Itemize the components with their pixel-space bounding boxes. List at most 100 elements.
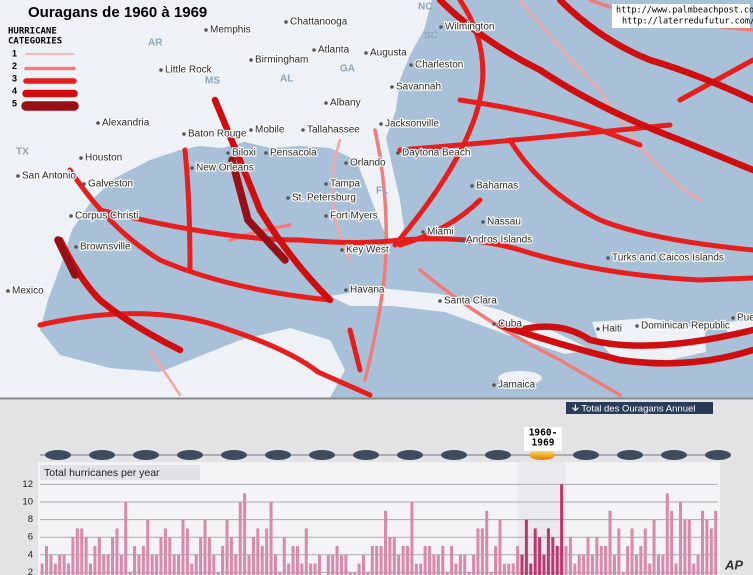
bar (683, 519, 687, 575)
place-label: Mexico (12, 286, 44, 297)
place-label: Atlanta (318, 45, 350, 56)
url-box (612, 4, 750, 28)
bar (674, 563, 678, 575)
bar (212, 554, 216, 575)
bar (494, 546, 498, 575)
place-label: Nassau (487, 217, 521, 228)
city-dot (96, 121, 100, 125)
bar (146, 519, 150, 575)
button[interactable] (566, 402, 713, 414)
y-tick-label: 8 (28, 514, 33, 525)
chart-title: Total hurricanes per year (44, 467, 160, 479)
bar (476, 528, 480, 575)
bar (203, 519, 207, 575)
decade-pill (89, 450, 115, 460)
bar (247, 554, 251, 575)
decade-pill (705, 450, 731, 460)
bar (291, 546, 295, 575)
decade-pill[interactable] (529, 450, 555, 460)
city-dot (409, 63, 413, 67)
city-dot (731, 316, 735, 320)
place-label: Puerto Rico (737, 313, 753, 324)
city-dot (438, 299, 442, 303)
bar (551, 537, 555, 575)
city-dot (249, 128, 253, 132)
city-dot (324, 182, 328, 186)
bar (317, 554, 321, 575)
bar (370, 546, 374, 575)
bar (71, 537, 75, 575)
city-dot (82, 182, 86, 186)
place-label: Turks and Caicos Islands (612, 253, 724, 264)
bar (181, 519, 185, 575)
chart (40, 462, 718, 575)
bar (502, 563, 506, 575)
bar (348, 572, 352, 575)
bar (124, 502, 128, 575)
bar (401, 546, 405, 575)
bar (49, 554, 53, 575)
bar (251, 537, 255, 575)
bar (282, 537, 286, 575)
bar (564, 546, 568, 575)
bar (634, 554, 638, 575)
button-label[interactable]: 🡳 Total des Ouragans Annuel (572, 403, 695, 414)
bar (630, 528, 634, 575)
decade-pill (177, 450, 203, 460)
place-label: Daytona Beach (402, 148, 470, 159)
bar (199, 537, 203, 575)
bar (93, 546, 97, 575)
button-text[interactable]: Total des Ouragans Annuel (581, 403, 695, 414)
bar (520, 554, 524, 575)
bar (643, 528, 647, 575)
bar (428, 546, 432, 575)
place-label: Baton Rouge (188, 129, 247, 140)
state-label: TX (16, 147, 29, 158)
place-label: Albany (330, 98, 361, 109)
place-label: Charleston (415, 60, 463, 71)
bar (260, 546, 264, 575)
state-label: MS (205, 76, 220, 87)
watermark: AP (724, 557, 743, 572)
city-dot (364, 51, 368, 55)
legend-label: 1 (12, 48, 17, 58)
bar (190, 563, 194, 575)
bar (238, 502, 242, 575)
city-dot (481, 220, 485, 224)
decade-pill (45, 450, 71, 460)
bar (80, 528, 84, 575)
bar (106, 554, 110, 575)
city-dot (226, 151, 230, 155)
bar (133, 546, 137, 575)
map: NC AR SC GA MS AL TX FL Wilmington Chattanooga Mem… (0, 0, 753, 398)
place-label: San Antonio (22, 171, 76, 182)
place-label: Houston (85, 153, 122, 164)
place-label: Andros Islands (466, 235, 532, 246)
bar (524, 519, 528, 575)
bar (225, 519, 229, 575)
bar (678, 502, 682, 575)
bar (177, 554, 181, 575)
bar (436, 554, 440, 575)
legend-label: 3 (12, 73, 17, 83)
place-label: Key West (346, 245, 389, 256)
decades (45, 450, 731, 460)
bar (687, 519, 691, 575)
place-label: St. Petersburg (292, 193, 356, 204)
bar (714, 510, 718, 575)
place-label: Mobile (255, 125, 285, 136)
bar (648, 563, 652, 575)
bar (221, 546, 225, 575)
city-dot (396, 151, 400, 155)
bar (172, 554, 176, 575)
selected-label-box (524, 427, 562, 451)
decade-pill (661, 450, 687, 460)
land (330, 288, 592, 354)
place-label: Memphis (210, 25, 251, 36)
y-tick-label: 2 (28, 567, 33, 575)
bar (75, 528, 79, 575)
city-dot (301, 128, 305, 132)
place-label: Haiti (602, 324, 622, 335)
city-dot (379, 122, 383, 126)
bar (353, 572, 357, 575)
